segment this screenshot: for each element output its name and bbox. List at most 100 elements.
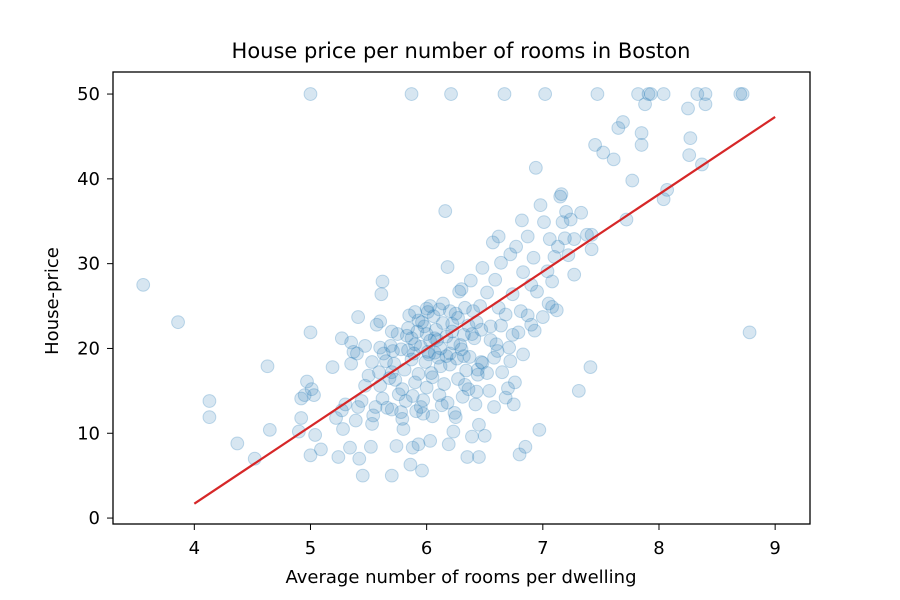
scatter-point <box>503 354 518 369</box>
scatter-point <box>557 231 572 246</box>
scatter-point <box>405 389 420 403</box>
scatter-point <box>516 347 530 362</box>
scatter-point <box>625 173 640 188</box>
x-tick-label: 8 <box>653 538 664 559</box>
scatter-point <box>567 267 582 282</box>
scatter-point <box>390 327 405 341</box>
scatter-point <box>432 302 447 317</box>
scatter-point <box>502 340 517 355</box>
scatter-point <box>518 439 533 454</box>
plot-area-frame <box>112 71 811 525</box>
scatter-point <box>467 331 482 346</box>
scatter-point <box>459 363 474 378</box>
scatter-point <box>420 305 435 319</box>
scatter-point <box>474 355 489 369</box>
scatter-point <box>432 388 447 402</box>
scatter-point <box>262 422 277 437</box>
y-tick-label: 50 <box>77 84 100 105</box>
scatter-point <box>553 189 568 204</box>
scatter-point <box>448 306 463 321</box>
scatter-point <box>742 325 757 340</box>
y-tick-label: 10 <box>77 423 100 444</box>
scatter-point <box>300 374 314 389</box>
chart-title: House price per number of rooms in Bosto… <box>232 39 691 63</box>
scatter-point <box>454 342 469 357</box>
scatter-point <box>374 287 389 302</box>
scatter-point <box>483 333 498 347</box>
scatter-point <box>433 359 448 374</box>
scatter-point <box>307 388 321 402</box>
regression-line <box>193 116 776 505</box>
scatter-point <box>505 327 520 342</box>
scatter-point <box>352 451 367 466</box>
scatter-point <box>408 375 422 390</box>
scatter-point <box>441 437 456 452</box>
x-tick-label: 7 <box>537 538 548 559</box>
scatter-point <box>303 87 318 101</box>
scatter-point <box>401 321 415 336</box>
scatter-point <box>350 346 364 361</box>
scatter-point <box>475 355 490 370</box>
scatter-point <box>355 468 370 483</box>
scatter-point <box>512 447 527 462</box>
scatter-point <box>490 344 505 358</box>
scatter-point <box>436 316 450 330</box>
scatter-point <box>540 264 555 279</box>
scatter-point <box>418 355 433 369</box>
scatter-point <box>344 356 359 371</box>
scatter-point <box>584 242 599 257</box>
scatter-point <box>409 404 424 419</box>
scatter-point <box>375 391 390 406</box>
scatter-point <box>447 406 462 420</box>
scatter-point <box>440 395 455 410</box>
x-axis-ticks: 4 5 6 7 8 9 <box>189 524 781 559</box>
scatter-point <box>489 337 504 352</box>
scatter-point <box>405 440 420 455</box>
scatter-point <box>690 87 705 101</box>
scatter-point <box>656 87 671 101</box>
scatter-point <box>331 450 346 464</box>
scatter-point <box>458 378 472 392</box>
scatter-point <box>596 145 611 160</box>
scatter-point <box>541 296 556 311</box>
scatter-point <box>472 417 486 432</box>
scatter-point <box>427 345 442 360</box>
scatter-point <box>415 463 429 478</box>
scatter-point <box>456 327 471 342</box>
scatter-point <box>468 397 483 412</box>
scatter-point <box>451 311 465 325</box>
scatter-point <box>308 428 323 442</box>
scatter-point <box>535 310 550 324</box>
x-tick-label: 9 <box>769 538 780 559</box>
scatter-point <box>329 411 343 425</box>
scatter-point <box>365 355 379 369</box>
scatter-point <box>538 87 553 101</box>
scatter-point <box>527 323 542 338</box>
scatter-point <box>423 299 438 313</box>
scatter-point <box>408 337 422 352</box>
scatter-point <box>482 383 497 398</box>
scatter-point <box>402 308 417 323</box>
y-tick-label: 20 <box>77 338 100 359</box>
scatter-point <box>494 255 508 270</box>
scatter-point <box>533 198 548 213</box>
scatter-point <box>445 316 460 331</box>
scatter-point <box>555 215 570 230</box>
scatter-point <box>444 87 458 101</box>
scatter-point <box>369 317 384 332</box>
scatter-point <box>454 282 469 296</box>
scatter-point <box>230 436 245 451</box>
scatter-point <box>304 382 319 397</box>
scatter-point <box>475 260 490 275</box>
scatter-point <box>419 380 434 395</box>
scatter-point <box>590 87 605 101</box>
scatter-point <box>460 450 475 464</box>
scatter-point <box>611 121 626 135</box>
scatter-point <box>423 433 438 448</box>
scatter-point <box>415 315 429 330</box>
scatter-point <box>202 410 217 425</box>
scatter-point <box>469 384 484 399</box>
scatter-point <box>442 346 457 361</box>
scatter-point <box>351 400 366 414</box>
scatter-point <box>520 229 535 244</box>
